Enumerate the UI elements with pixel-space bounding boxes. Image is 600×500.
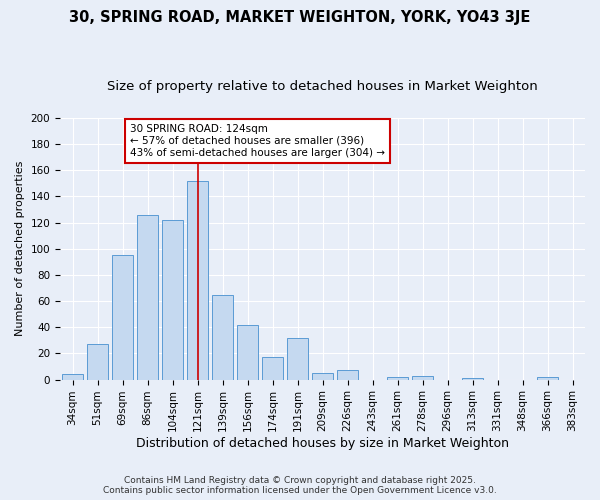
Bar — [337, 370, 358, 380]
X-axis label: Distribution of detached houses by size in Market Weighton: Distribution of detached houses by size … — [136, 437, 509, 450]
Bar — [162, 220, 183, 380]
Bar — [412, 376, 433, 380]
Bar — [237, 324, 258, 380]
Bar — [62, 374, 83, 380]
Y-axis label: Number of detached properties: Number of detached properties — [15, 161, 25, 336]
Bar — [212, 294, 233, 380]
Bar — [137, 214, 158, 380]
Bar — [537, 377, 558, 380]
Bar — [262, 358, 283, 380]
Bar — [187, 180, 208, 380]
Text: 30, SPRING ROAD, MARKET WEIGHTON, YORK, YO43 3JE: 30, SPRING ROAD, MARKET WEIGHTON, YORK, … — [70, 10, 530, 25]
Bar — [462, 378, 483, 380]
Bar — [312, 373, 333, 380]
Title: Size of property relative to detached houses in Market Weighton: Size of property relative to detached ho… — [107, 80, 538, 93]
Text: Contains HM Land Registry data © Crown copyright and database right 2025.
Contai: Contains HM Land Registry data © Crown c… — [103, 476, 497, 495]
Text: 30 SPRING ROAD: 124sqm
← 57% of detached houses are smaller (396)
43% of semi-de: 30 SPRING ROAD: 124sqm ← 57% of detached… — [130, 124, 385, 158]
Bar — [287, 338, 308, 380]
Bar — [387, 377, 408, 380]
Bar — [112, 255, 133, 380]
Bar — [87, 344, 108, 380]
